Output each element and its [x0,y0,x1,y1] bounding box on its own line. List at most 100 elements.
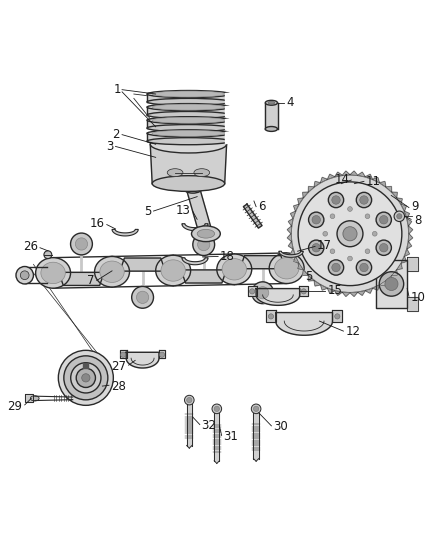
Polygon shape [335,290,342,295]
Polygon shape [365,288,373,293]
Polygon shape [407,297,418,311]
Ellipse shape [252,282,274,304]
Polygon shape [120,258,165,271]
Ellipse shape [161,260,185,281]
Polygon shape [392,192,397,198]
Ellipse shape [222,259,247,280]
Ellipse shape [152,117,225,123]
Ellipse shape [75,238,88,250]
Polygon shape [182,224,208,231]
Polygon shape [308,276,314,281]
Ellipse shape [147,138,230,145]
Text: 17: 17 [317,239,332,253]
Polygon shape [225,119,233,130]
Ellipse shape [132,286,153,308]
Polygon shape [408,226,413,234]
Circle shape [251,404,261,414]
Ellipse shape [147,91,230,98]
Polygon shape [314,280,321,286]
Polygon shape [290,249,296,256]
Polygon shape [288,241,293,249]
Polygon shape [276,312,332,335]
Text: 14: 14 [335,173,350,185]
Polygon shape [287,234,292,241]
Circle shape [380,244,388,252]
Ellipse shape [147,130,230,137]
Circle shape [187,398,192,403]
Ellipse shape [193,233,215,255]
Circle shape [365,249,370,254]
Circle shape [250,289,255,294]
Ellipse shape [152,91,225,97]
Polygon shape [303,192,308,198]
Ellipse shape [265,126,278,132]
Ellipse shape [150,135,226,153]
Polygon shape [308,187,314,192]
Ellipse shape [152,176,225,191]
Ellipse shape [30,395,39,401]
Circle shape [379,272,404,296]
Polygon shape [328,174,335,179]
Ellipse shape [187,185,198,190]
Polygon shape [244,204,262,228]
Text: 12: 12 [346,326,360,338]
Ellipse shape [268,101,275,104]
Polygon shape [376,260,407,308]
Text: 31: 31 [223,430,238,443]
Text: 15: 15 [327,284,342,297]
Text: 26: 26 [23,240,38,253]
Polygon shape [147,107,230,115]
Circle shape [312,215,321,224]
Polygon shape [298,198,303,204]
Polygon shape [225,93,233,103]
Ellipse shape [35,257,71,288]
Polygon shape [365,174,373,179]
Ellipse shape [100,261,124,282]
Ellipse shape [147,117,230,124]
Circle shape [337,221,363,247]
Polygon shape [401,256,406,263]
Circle shape [356,260,371,275]
Ellipse shape [257,287,269,299]
Polygon shape [358,290,365,295]
Polygon shape [240,256,286,269]
Polygon shape [288,219,293,226]
Circle shape [71,363,101,393]
Text: 32: 32 [201,419,216,432]
Text: 5: 5 [305,270,312,282]
Circle shape [308,240,324,255]
Polygon shape [225,132,233,142]
Polygon shape [214,413,219,461]
Circle shape [348,207,352,212]
Circle shape [356,192,371,208]
Polygon shape [342,292,350,296]
Circle shape [254,406,259,411]
Polygon shape [407,241,412,249]
Polygon shape [379,181,386,187]
Polygon shape [159,351,165,358]
Circle shape [397,214,402,219]
Polygon shape [59,272,104,286]
Circle shape [212,404,222,414]
Polygon shape [299,287,307,296]
Text: 10: 10 [411,290,426,304]
Circle shape [360,263,368,272]
Polygon shape [404,211,410,219]
Polygon shape [120,351,127,358]
Polygon shape [187,186,212,236]
Text: 7: 7 [87,274,95,287]
Polygon shape [321,177,328,183]
Circle shape [308,212,324,228]
Ellipse shape [217,254,252,285]
Polygon shape [404,249,410,256]
Circle shape [365,214,370,219]
Ellipse shape [147,125,230,132]
Text: 8: 8 [414,214,421,227]
Ellipse shape [152,104,225,110]
Circle shape [76,368,95,387]
Polygon shape [293,256,299,263]
Circle shape [82,374,90,382]
Circle shape [394,211,405,222]
Text: 3: 3 [106,140,113,153]
Circle shape [291,175,409,293]
